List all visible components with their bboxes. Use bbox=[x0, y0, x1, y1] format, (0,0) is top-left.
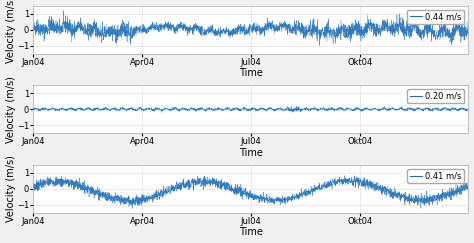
X-axis label: Time: Time bbox=[239, 227, 263, 237]
Y-axis label: Velocity (m/s): Velocity (m/s) bbox=[6, 76, 16, 143]
Legend: 0.41 m/s: 0.41 m/s bbox=[407, 169, 464, 183]
Y-axis label: Velocity (m/s): Velocity (m/s) bbox=[6, 155, 16, 222]
Y-axis label: Velocity (m/s): Velocity (m/s) bbox=[6, 0, 16, 63]
Legend: 0.44 m/s: 0.44 m/s bbox=[407, 10, 464, 24]
X-axis label: Time: Time bbox=[239, 148, 263, 158]
Legend: 0.20 m/s: 0.20 m/s bbox=[407, 89, 464, 103]
X-axis label: Time: Time bbox=[239, 68, 263, 78]
